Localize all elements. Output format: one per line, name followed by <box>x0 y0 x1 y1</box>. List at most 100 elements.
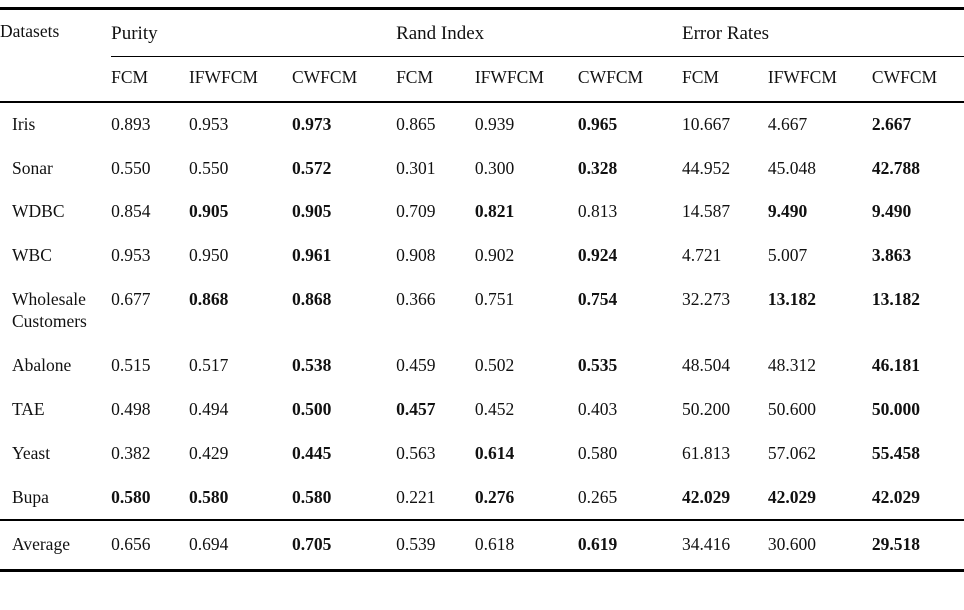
value-cell: 44.952 <box>681 157 731 178</box>
value-cell: 42.029 <box>871 486 921 507</box>
value-cell: 55.458 <box>871 442 921 463</box>
value-cell: 0.276 <box>474 486 515 507</box>
value-cell: 0.452 <box>474 398 515 419</box>
group-header-error-rates: Error Rates <box>681 8 964 57</box>
dataset-name: Bupa <box>12 486 49 507</box>
value-cell: 0.618 <box>474 519 578 571</box>
group-header-purity: Purity <box>111 8 397 57</box>
value-cell: 0.821 <box>474 201 515 222</box>
value-cell: 29.518 <box>871 519 964 571</box>
value-cell: 0.538 <box>291 354 332 375</box>
dataset-name: Iris <box>12 113 36 134</box>
value-cell: 0.694 <box>188 519 292 571</box>
value-cell: 0.865 <box>396 113 436 134</box>
value-cell: 0.905 <box>188 201 229 222</box>
value-cell: 48.312 <box>767 354 816 375</box>
value-cell: 10.667 <box>681 113 731 134</box>
value-cell: 45.048 <box>767 157 816 178</box>
value-cell: 0.868 <box>188 289 229 310</box>
value-cell: 0.908 <box>396 245 436 266</box>
value-cell: 0.905 <box>291 201 332 222</box>
value-cell: 0.656 <box>111 519 189 571</box>
value-cell: 50.600 <box>767 398 816 419</box>
value-cell: 42.788 <box>871 157 921 178</box>
table-row: Sonar 0.550 0.550 0.572 0.301 0.300 0.328 44.95… <box>0 147 964 191</box>
column-header-rand-fcm: FCM <box>396 56 475 103</box>
value-cell: 0.382 <box>111 442 151 463</box>
value-cell: 57.062 <box>767 442 816 463</box>
table-row: TAE 0.498 0.494 0.500 0.457 0.452 0.403 50.200 5… <box>0 388 964 432</box>
average-row: Average 0.656 0.694 0.705 0.539 0.618 0.619 34.… <box>0 519 964 571</box>
table-body: Iris 0.893 0.953 0.973 0.865 0.939 0.965 10.667… <box>0 102 964 571</box>
value-cell: 0.580 <box>188 486 229 507</box>
results-table: Datasets Purity Rand Index Error Rates F… <box>0 7 964 573</box>
table-row: Yeast 0.382 0.429 0.445 0.563 0.614 0.580 61.81… <box>0 432 964 476</box>
column-header-error-fcm: FCM <box>681 56 768 103</box>
column-header-error-ifwfcm: IFWFCM <box>767 56 872 103</box>
value-cell: 2.667 <box>871 113 912 134</box>
value-cell: 50.200 <box>681 398 731 419</box>
value-cell: 0.924 <box>577 245 618 266</box>
dataset-name: WBC <box>12 245 52 266</box>
value-cell: 50.000 <box>871 398 921 419</box>
value-cell: 0.328 <box>577 157 618 178</box>
value-cell: 0.535 <box>577 354 618 375</box>
value-cell: 5.007 <box>767 245 808 266</box>
table-row: Wholesale Customers 0.677 0.868 0.868 0.366 0… <box>0 278 964 344</box>
value-cell: 0.563 <box>396 442 436 463</box>
value-cell: 0.301 <box>396 157 436 178</box>
column-header-rand-cwfcm: CWFCM <box>577 56 682 103</box>
value-cell: 0.950 <box>188 245 229 266</box>
value-cell: 0.429 <box>188 442 229 463</box>
table-row: Iris 0.893 0.953 0.973 0.865 0.939 0.965 10.667… <box>0 102 964 147</box>
group-header-rand-index: Rand Index <box>396 8 682 57</box>
value-cell: 0.265 <box>577 486 618 507</box>
value-cell: 0.580 <box>291 486 332 507</box>
table-row: Bupa 0.580 0.580 0.580 0.221 0.276 0.265 42.029… <box>0 476 964 521</box>
dataset-name: Average <box>0 519 112 571</box>
dataset-name: Wholesale Customers <box>12 289 87 331</box>
value-cell: 0.445 <box>291 442 332 463</box>
value-cell: 0.751 <box>474 289 515 310</box>
value-cell: 46.181 <box>871 354 921 375</box>
value-cell: 0.580 <box>577 442 618 463</box>
value-cell: 0.459 <box>396 354 436 375</box>
value-cell: 0.515 <box>111 354 151 375</box>
dataset-name: Abalone <box>12 354 72 375</box>
value-cell: 0.550 <box>111 157 151 178</box>
value-cell: 0.517 <box>188 354 229 375</box>
column-header-purity-ifwfcm: IFWFCM <box>188 56 292 103</box>
value-cell: 0.502 <box>474 354 515 375</box>
value-cell: 0.498 <box>111 398 151 419</box>
table-row: WDBC 0.854 0.905 0.905 0.709 0.821 0.813 14.587… <box>0 190 964 234</box>
value-cell: 42.029 <box>681 486 731 507</box>
value-cell: 0.677 <box>111 289 151 310</box>
dataset-name: WDBC <box>12 201 65 222</box>
value-cell: 0.854 <box>111 201 151 222</box>
value-cell: 3.863 <box>871 245 912 266</box>
value-cell: 0.494 <box>188 398 229 419</box>
value-cell: 0.572 <box>291 157 332 178</box>
column-header-rand-ifwfcm: IFWFCM <box>474 56 578 103</box>
dataset-name: Yeast <box>12 442 51 463</box>
value-cell: 32.273 <box>681 289 731 310</box>
table-header: Datasets Purity Rand Index Error Rates F… <box>0 8 964 103</box>
value-cell: 14.587 <box>681 201 731 222</box>
value-cell: 0.366 <box>396 289 436 310</box>
value-cell: 0.868 <box>291 289 332 310</box>
value-cell: 0.619 <box>577 519 682 571</box>
value-cell: 0.403 <box>577 398 618 419</box>
table-row: Abalone 0.515 0.517 0.538 0.459 0.502 0.535 48.… <box>0 344 964 388</box>
value-cell: 0.953 <box>188 113 229 134</box>
value-cell: 0.580 <box>111 486 151 507</box>
value-cell: 0.754 <box>577 289 618 310</box>
value-cell: 30.600 <box>767 519 872 571</box>
value-cell: 13.182 <box>767 289 816 310</box>
group-header-row: Datasets Purity Rand Index Error Rates <box>0 8 964 103</box>
value-cell: 0.709 <box>396 201 436 222</box>
value-cell: 42.029 <box>767 486 816 507</box>
value-cell: 0.539 <box>396 519 475 571</box>
value-cell: 34.416 <box>681 519 768 571</box>
value-cell: 4.667 <box>767 113 808 134</box>
datasets-column-header: Datasets <box>0 8 112 103</box>
